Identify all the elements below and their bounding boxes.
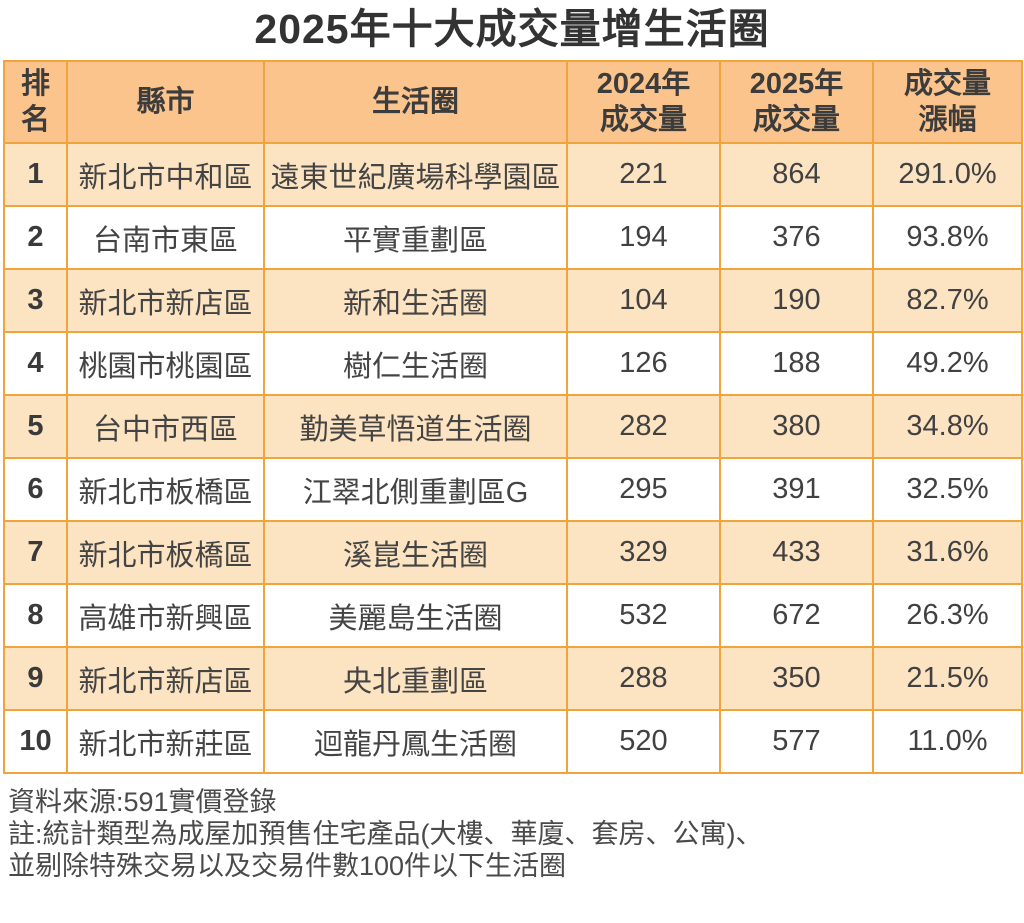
cell-city: 台南市東區: [66, 205, 265, 270]
data-source-note: 資料來源:591實價登錄: [8, 787, 277, 817]
cell-rank: 10: [3, 709, 68, 774]
header-city: 縣市: [66, 60, 265, 144]
table-row-1: 1 新北市中和區 遠東世紀廣場科學園區 221 864 291.0%: [3, 142, 1023, 207]
header-2025-volume: 2025年 成交量: [719, 60, 874, 144]
cell-city: 台中市西區: [66, 394, 265, 459]
cell-living-area: 江翠北側重劃區G: [263, 457, 568, 522]
cell-change: 34.8%: [872, 394, 1023, 459]
cell-2024-volume: 329: [566, 520, 721, 585]
cell-2024-volume: 104: [566, 268, 721, 333]
cell-2025-volume: 380: [719, 394, 874, 459]
footer-notes: 資料來源:591實價登錄 註:統計類型為成屋加預售住宅產品(大樓、華廈、套房、公…: [8, 786, 1024, 882]
header-2024-volume: 2024年 成交量: [566, 60, 721, 144]
table-row-5: 5 台中市西區 勤美草悟道生活圈 282 380 34.8%: [3, 394, 1023, 459]
cell-city: 新北市新店區: [66, 268, 265, 333]
cell-city: 新北市板橋區: [66, 457, 265, 522]
cell-change: 11.0%: [872, 709, 1023, 774]
cell-rank: 1: [3, 142, 68, 207]
cell-2025-volume: 577: [719, 709, 874, 774]
cell-2024-volume: 126: [566, 331, 721, 396]
cell-change: 31.6%: [872, 520, 1023, 585]
cell-living-area: 美麗島生活圈: [263, 583, 568, 648]
cell-city: 新北市新店區: [66, 646, 265, 711]
cell-rank: 5: [3, 394, 68, 459]
table-row-8: 8 高雄市新興區 美麗島生活圈 532 672 26.3%: [3, 583, 1023, 648]
cell-change: 21.5%: [872, 646, 1023, 711]
cell-2024-volume: 221: [566, 142, 721, 207]
cell-city: 新北市新莊區: [66, 709, 265, 774]
cell-living-area: 迴龍丹鳳生活圈: [263, 709, 568, 774]
cell-2025-volume: 376: [719, 205, 874, 270]
header-rank: 排 名: [3, 60, 68, 144]
cell-living-area: 平實重劃區: [263, 205, 568, 270]
cell-2024-volume: 194: [566, 205, 721, 270]
cell-rank: 9: [3, 646, 68, 711]
cell-rank: 7: [3, 520, 68, 585]
cell-living-area: 遠東世紀廣場科學園區: [263, 142, 568, 207]
cell-change: 93.8%: [872, 205, 1023, 270]
cell-2025-volume: 190: [719, 268, 874, 333]
table-row-3: 3 新北市新店區 新和生活圈 104 190 82.7%: [3, 268, 1023, 333]
cell-rank: 8: [3, 583, 68, 648]
cell-living-area: 勤美草悟道生活圈: [263, 394, 568, 459]
stat-note-line2: 並剔除特殊交易以及交易件數100件以下生活圈: [8, 851, 567, 881]
cell-city: 桃園市桃園區: [66, 331, 265, 396]
table-row-4: 4 桃園市桃園區 樹仁生活圈 126 188 49.2%: [3, 331, 1023, 396]
cell-2024-volume: 520: [566, 709, 721, 774]
table-row-10: 10 新北市新莊區 迴龍丹鳳生活圈 520 577 11.0%: [3, 709, 1023, 774]
table-row-9: 9 新北市新店區 央北重劃區 288 350 21.5%: [3, 646, 1023, 711]
table-row-7: 7 新北市板橋區 溪崑生活圈 329 433 31.6%: [3, 520, 1023, 585]
cell-rank: 6: [3, 457, 68, 522]
cell-living-area: 央北重劃區: [263, 646, 568, 711]
cell-living-area: 樹仁生活圈: [263, 331, 568, 396]
cell-change: 82.7%: [872, 268, 1023, 333]
cell-rank: 4: [3, 331, 68, 396]
table-row-2: 2 台南市東區 平實重劃區 194 376 93.8%: [3, 205, 1023, 270]
cell-living-area: 溪崑生活圈: [263, 520, 568, 585]
cell-2025-volume: 350: [719, 646, 874, 711]
cell-change: 32.5%: [872, 457, 1023, 522]
cell-city: 新北市中和區: [66, 142, 265, 207]
cell-rank: 3: [3, 268, 68, 333]
cell-2025-volume: 391: [719, 457, 874, 522]
cell-rank: 2: [3, 205, 68, 270]
cell-2025-volume: 433: [719, 520, 874, 585]
top10-volume-table: 排 名 縣市 生活圈 2024年 成交量 2025年 成交量 成交量 漲幅 1 …: [3, 60, 1023, 774]
cell-2024-volume: 295: [566, 457, 721, 522]
cell-city: 高雄市新興區: [66, 583, 265, 648]
cell-2025-volume: 864: [719, 142, 874, 207]
cell-2025-volume: 672: [719, 583, 874, 648]
cell-city: 新北市板橋區: [66, 520, 265, 585]
cell-change: 291.0%: [872, 142, 1023, 207]
cell-2024-volume: 282: [566, 394, 721, 459]
cell-living-area: 新和生活圈: [263, 268, 568, 333]
infographic-root: 2025年十大成交量增生活圈 排 名 縣市 生活圈 2024年 成交量 2025…: [0, 6, 1024, 923]
page-title: 2025年十大成交量增生活圈: [254, 6, 770, 52]
cell-2024-volume: 532: [566, 583, 721, 648]
cell-change: 49.2%: [872, 331, 1023, 396]
cell-2025-volume: 188: [719, 331, 874, 396]
header-change: 成交量 漲幅: [872, 60, 1023, 144]
cell-2024-volume: 288: [566, 646, 721, 711]
header-living-area: 生活圈: [263, 60, 568, 144]
cell-change: 26.3%: [872, 583, 1023, 648]
table-header-row: 排 名 縣市 生活圈 2024年 成交量 2025年 成交量 成交量 漲幅: [3, 60, 1023, 144]
stat-note-line1: 註:統計類型為成屋加預售住宅產品(大樓、華廈、套房、公寓)、: [8, 819, 763, 849]
table-row-6: 6 新北市板橋區 江翠北側重劃區G 295 391 32.5%: [3, 457, 1023, 522]
